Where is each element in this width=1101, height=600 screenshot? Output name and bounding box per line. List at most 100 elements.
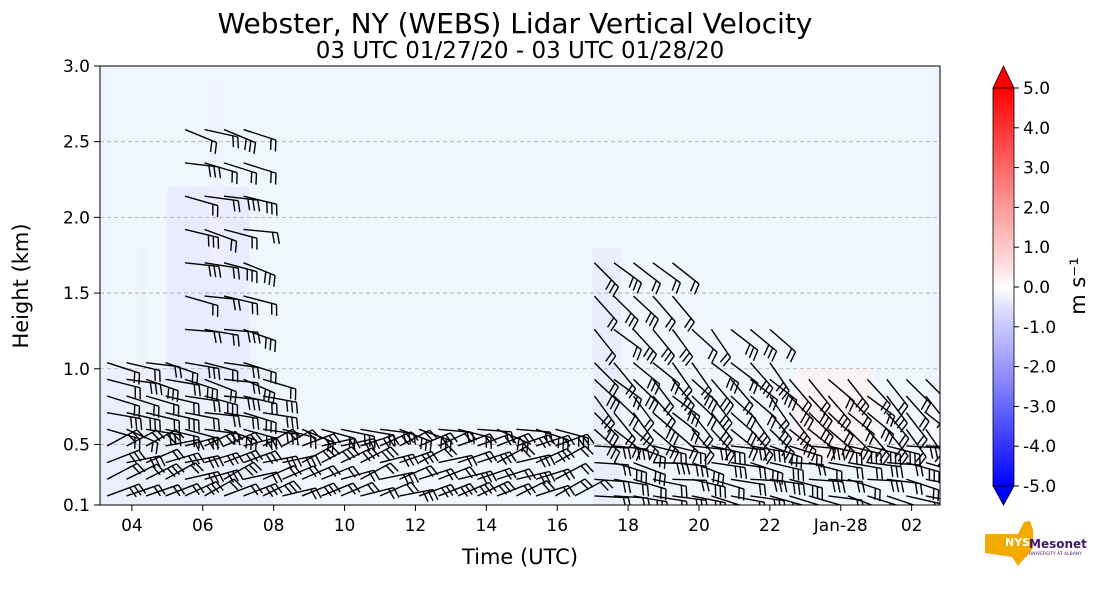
wind-barb (555, 428, 590, 450)
wind-barb (808, 378, 831, 416)
wind-barb (243, 195, 278, 216)
wind-barb (262, 378, 297, 401)
wind-barb (184, 481, 224, 497)
y-tick-label: 1.5 (63, 284, 90, 304)
wind-barb (555, 445, 594, 464)
wind-barb (769, 428, 796, 464)
colorbar-gradient (993, 88, 1014, 486)
wind-barb (184, 228, 220, 249)
wind-barb (204, 195, 241, 213)
wind-barb (788, 412, 811, 450)
wind-barb (671, 395, 701, 428)
wind-barb (223, 483, 264, 497)
wind-barb (165, 395, 200, 416)
wind-barb (360, 446, 399, 464)
wind-barb (184, 295, 219, 317)
wind-barb (593, 378, 620, 413)
wind-barb (925, 428, 940, 467)
wind-barb (204, 162, 238, 185)
wind-barb (905, 412, 928, 450)
wind-barb (730, 461, 767, 480)
wind-barb (613, 362, 637, 399)
wind-barb (652, 428, 680, 463)
wind-barb (262, 455, 303, 469)
wind-barb (457, 450, 498, 464)
nys-mesonet-logo: NYS Mesonet UNIVERSITY AT ALBANY (985, 521, 1087, 566)
wind-barb (106, 428, 141, 451)
x-tick-label: 22 (759, 516, 781, 536)
wind-barb (438, 483, 478, 497)
wind-barb (126, 378, 163, 396)
wind-barb (243, 328, 277, 353)
wind-barb (204, 128, 240, 149)
wind-barb (789, 478, 824, 500)
wind-barb (730, 378, 754, 416)
wind-barb (671, 262, 700, 295)
wind-barb (593, 395, 616, 433)
y-tick-label: 2.5 (63, 133, 90, 153)
wind-barb (730, 495, 766, 505)
y-tick-label: 1.0 (63, 360, 90, 380)
wind-barb (730, 478, 767, 497)
wind-barb (613, 412, 636, 449)
wind-barb (593, 262, 620, 298)
wind-barb (282, 465, 322, 480)
wind-barb (827, 395, 852, 432)
wind-barb (204, 411, 241, 428)
colorbar-tick-label: -4.0 (1023, 437, 1056, 457)
wind-barb (516, 480, 555, 497)
wind-barb (477, 467, 517, 480)
wind-barb (223, 295, 259, 316)
wind-barb (204, 478, 243, 497)
wind-barb (223, 128, 257, 154)
wind-barb (808, 412, 834, 447)
wind-barb (886, 428, 909, 466)
wind-barb (905, 395, 930, 432)
wind-barb (204, 295, 242, 311)
wind-barb (866, 428, 891, 465)
wind-barb (632, 378, 659, 414)
wind-barb (223, 162, 258, 185)
wind-barb (633, 495, 668, 505)
wind-barb (184, 411, 221, 431)
wind-barb (886, 395, 908, 433)
wind-barb (827, 428, 855, 462)
wind-barb (886, 378, 909, 416)
wind-barb (808, 495, 842, 505)
chart-title: Webster, NY (WEBS) Lidar Vertical Veloci… (218, 7, 813, 40)
wind-barb (165, 411, 200, 432)
wind-barb (262, 464, 302, 480)
wind-barb (710, 329, 732, 367)
wind-barb (671, 362, 693, 400)
wind-barb (184, 128, 218, 154)
wind-barb (632, 262, 661, 295)
wind-barb (613, 295, 639, 331)
colorbar-tick-label: -5.0 (1023, 477, 1056, 497)
wind-barb (106, 483, 147, 498)
wind-barb (282, 454, 322, 469)
wind-barb (769, 495, 803, 505)
wind-barb (223, 449, 264, 464)
wind-barb (632, 412, 654, 450)
x-tick-label: 08 (263, 516, 285, 536)
x-tick-label: 20 (688, 516, 710, 536)
wind-barb (204, 262, 241, 280)
wind-barb (847, 428, 873, 464)
wind-barb (905, 428, 927, 467)
wind-barb (145, 411, 181, 433)
velocity-region (592, 247, 622, 505)
x-tick-label: 04 (121, 516, 143, 536)
wind-barb (457, 470, 498, 484)
velocity-region (209, 81, 225, 278)
wind-barb (749, 412, 771, 450)
x-axis-label: Time (UTC) (461, 545, 578, 569)
wind-barb (866, 395, 896, 428)
wind-barb (204, 469, 244, 483)
colorbar-tick-label: 3.0 (1023, 159, 1050, 179)
wind-barb (652, 262, 682, 294)
y-tick-label: 2.0 (63, 208, 90, 228)
chart-subtitle: 03 UTC 01/27/20 - 03 UTC 01/28/20 (316, 38, 725, 64)
wind-barb (301, 482, 342, 497)
wind-barb (262, 395, 299, 414)
